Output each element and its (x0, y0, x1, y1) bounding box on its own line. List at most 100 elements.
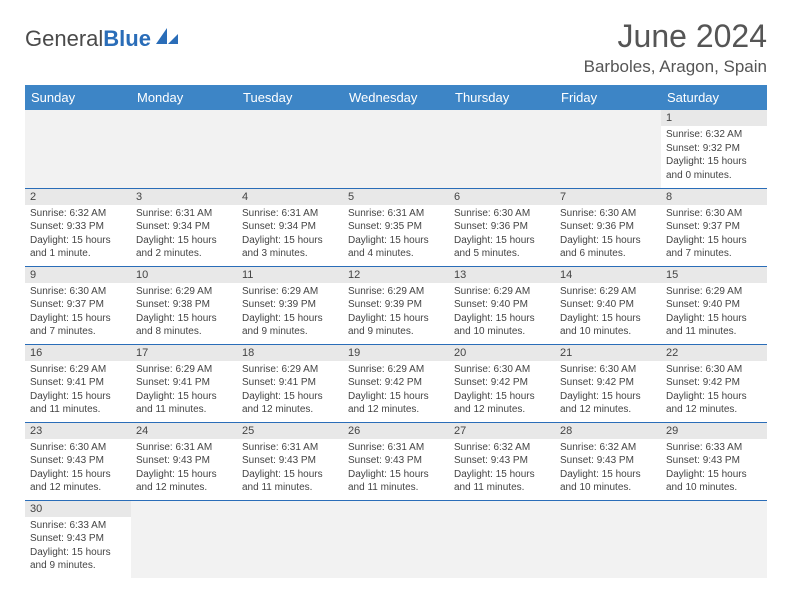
day-content: Sunrise: 6:31 AMSunset: 9:43 PMDaylight:… (131, 439, 237, 497)
day-header: Saturday (661, 85, 767, 110)
day-content: Sunrise: 6:31 AMSunset: 9:43 PMDaylight:… (237, 439, 343, 497)
day-number: 9 (25, 267, 131, 283)
day-number: 29 (661, 423, 767, 439)
day-number: 27 (449, 423, 555, 439)
sail-icon (154, 26, 180, 52)
calendar-cell: 3Sunrise: 6:31 AMSunset: 9:34 PMDaylight… (131, 188, 237, 266)
calendar-cell: 21Sunrise: 6:30 AMSunset: 9:42 PMDayligh… (555, 344, 661, 422)
day-number: 8 (661, 189, 767, 205)
day-number: 16 (25, 345, 131, 361)
day-content: Sunrise: 6:29 AMSunset: 9:42 PMDaylight:… (343, 361, 449, 419)
calendar-week: 1Sunrise: 6:32 AMSunset: 9:32 PMDaylight… (25, 110, 767, 188)
calendar-cell: 7Sunrise: 6:30 AMSunset: 9:36 PMDaylight… (555, 188, 661, 266)
day-content: Sunrise: 6:29 AMSunset: 9:40 PMDaylight:… (555, 283, 661, 341)
day-number-empty (555, 501, 661, 517)
day-number-empty (237, 110, 343, 126)
logo-text-1: General (25, 26, 103, 52)
calendar-cell: 13Sunrise: 6:29 AMSunset: 9:40 PMDayligh… (449, 266, 555, 344)
day-number: 19 (343, 345, 449, 361)
calendar-cell: 9Sunrise: 6:30 AMSunset: 9:37 PMDaylight… (25, 266, 131, 344)
day-header: Tuesday (237, 85, 343, 110)
calendar-cell: 28Sunrise: 6:32 AMSunset: 9:43 PMDayligh… (555, 422, 661, 500)
calendar-cell: 27Sunrise: 6:32 AMSunset: 9:43 PMDayligh… (449, 422, 555, 500)
day-number-empty (131, 110, 237, 126)
calendar-cell (555, 500, 661, 578)
calendar-cell (661, 500, 767, 578)
day-number: 13 (449, 267, 555, 283)
calendar-table: SundayMondayTuesdayWednesdayThursdayFrid… (25, 85, 767, 578)
calendar-cell (237, 110, 343, 188)
calendar-cell: 20Sunrise: 6:30 AMSunset: 9:42 PMDayligh… (449, 344, 555, 422)
day-number: 23 (25, 423, 131, 439)
day-content: Sunrise: 6:30 AMSunset: 9:43 PMDaylight:… (25, 439, 131, 497)
calendar-week: 2Sunrise: 6:32 AMSunset: 9:33 PMDaylight… (25, 188, 767, 266)
calendar-week: 16Sunrise: 6:29 AMSunset: 9:41 PMDayligh… (25, 344, 767, 422)
day-content: Sunrise: 6:30 AMSunset: 9:36 PMDaylight:… (449, 205, 555, 263)
calendar-week: 30Sunrise: 6:33 AMSunset: 9:43 PMDayligh… (25, 500, 767, 578)
day-header: Thursday (449, 85, 555, 110)
day-number: 30 (25, 501, 131, 517)
day-number-empty (449, 501, 555, 517)
day-content: Sunrise: 6:31 AMSunset: 9:35 PMDaylight:… (343, 205, 449, 263)
day-content: Sunrise: 6:31 AMSunset: 9:34 PMDaylight:… (237, 205, 343, 263)
day-number-empty (343, 501, 449, 517)
day-number-empty (555, 110, 661, 126)
calendar-cell: 4Sunrise: 6:31 AMSunset: 9:34 PMDaylight… (237, 188, 343, 266)
logo: GeneralBlue (25, 26, 180, 52)
day-number: 7 (555, 189, 661, 205)
day-number: 24 (131, 423, 237, 439)
day-number: 2 (25, 189, 131, 205)
day-content: Sunrise: 6:33 AMSunset: 9:43 PMDaylight:… (25, 517, 131, 575)
day-content: Sunrise: 6:31 AMSunset: 9:34 PMDaylight:… (131, 205, 237, 263)
day-content: Sunrise: 6:30 AMSunset: 9:37 PMDaylight:… (661, 205, 767, 263)
day-content: Sunrise: 6:33 AMSunset: 9:43 PMDaylight:… (661, 439, 767, 497)
calendar-cell: 24Sunrise: 6:31 AMSunset: 9:43 PMDayligh… (131, 422, 237, 500)
header: GeneralBlue June 2024 Barboles, Aragon, … (25, 18, 767, 77)
day-content: Sunrise: 6:30 AMSunset: 9:37 PMDaylight:… (25, 283, 131, 341)
calendar-cell (343, 500, 449, 578)
calendar-cell (131, 110, 237, 188)
calendar-cell: 15Sunrise: 6:29 AMSunset: 9:40 PMDayligh… (661, 266, 767, 344)
day-number: 1 (661, 110, 767, 126)
day-number: 28 (555, 423, 661, 439)
day-content: Sunrise: 6:29 AMSunset: 9:41 PMDaylight:… (25, 361, 131, 419)
calendar-cell (449, 500, 555, 578)
day-content: Sunrise: 6:29 AMSunset: 9:40 PMDaylight:… (661, 283, 767, 341)
calendar-cell: 23Sunrise: 6:30 AMSunset: 9:43 PMDayligh… (25, 422, 131, 500)
day-number-empty (343, 110, 449, 126)
day-content: Sunrise: 6:29 AMSunset: 9:38 PMDaylight:… (131, 283, 237, 341)
day-number: 6 (449, 189, 555, 205)
calendar-cell (343, 110, 449, 188)
day-number: 4 (237, 189, 343, 205)
day-number: 3 (131, 189, 237, 205)
day-header: Friday (555, 85, 661, 110)
location-text: Barboles, Aragon, Spain (584, 57, 767, 77)
calendar-week: 9Sunrise: 6:30 AMSunset: 9:37 PMDaylight… (25, 266, 767, 344)
day-number: 21 (555, 345, 661, 361)
day-number: 12 (343, 267, 449, 283)
day-number: 11 (237, 267, 343, 283)
calendar-cell: 14Sunrise: 6:29 AMSunset: 9:40 PMDayligh… (555, 266, 661, 344)
calendar-cell: 26Sunrise: 6:31 AMSunset: 9:43 PMDayligh… (343, 422, 449, 500)
day-content: Sunrise: 6:29 AMSunset: 9:41 PMDaylight:… (131, 361, 237, 419)
day-content: Sunrise: 6:32 AMSunset: 9:33 PMDaylight:… (25, 205, 131, 263)
calendar-cell: 29Sunrise: 6:33 AMSunset: 9:43 PMDayligh… (661, 422, 767, 500)
calendar-cell: 22Sunrise: 6:30 AMSunset: 9:42 PMDayligh… (661, 344, 767, 422)
day-content: Sunrise: 6:30 AMSunset: 9:36 PMDaylight:… (555, 205, 661, 263)
day-number-empty (25, 110, 131, 126)
day-content: Sunrise: 6:31 AMSunset: 9:43 PMDaylight:… (343, 439, 449, 497)
day-number: 18 (237, 345, 343, 361)
day-number: 22 (661, 345, 767, 361)
day-header: Sunday (25, 85, 131, 110)
day-content: Sunrise: 6:30 AMSunset: 9:42 PMDaylight:… (661, 361, 767, 419)
title-block: June 2024 Barboles, Aragon, Spain (584, 18, 767, 77)
calendar-cell: 1Sunrise: 6:32 AMSunset: 9:32 PMDaylight… (661, 110, 767, 188)
day-header: Wednesday (343, 85, 449, 110)
day-content: Sunrise: 6:30 AMSunset: 9:42 PMDaylight:… (555, 361, 661, 419)
calendar-cell: 25Sunrise: 6:31 AMSunset: 9:43 PMDayligh… (237, 422, 343, 500)
calendar-cell (449, 110, 555, 188)
calendar-cell: 2Sunrise: 6:32 AMSunset: 9:33 PMDaylight… (25, 188, 131, 266)
day-number: 26 (343, 423, 449, 439)
day-number: 25 (237, 423, 343, 439)
day-number-empty (661, 501, 767, 517)
